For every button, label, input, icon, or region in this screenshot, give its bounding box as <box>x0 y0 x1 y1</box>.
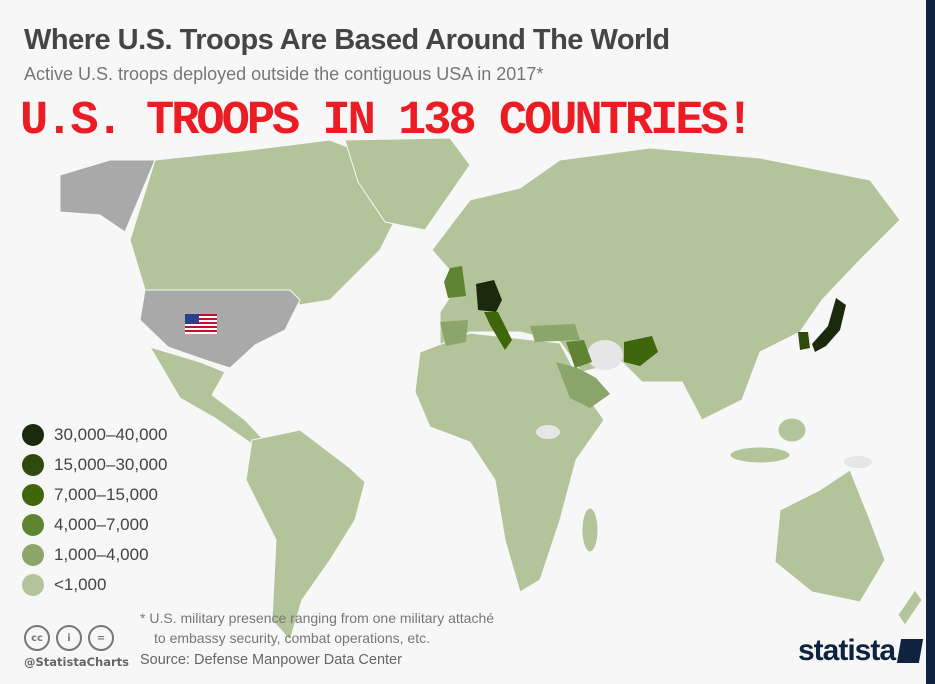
map-alaska <box>59 159 156 233</box>
map-italy <box>484 312 512 350</box>
map-saudi-arabia <box>556 362 610 408</box>
legend-swatch <box>22 484 44 506</box>
map-canada <box>129 139 411 306</box>
legend-swatch <box>22 544 44 566</box>
right-border <box>926 0 935 684</box>
us-flag-icon <box>185 314 217 334</box>
map-south-america <box>245 429 366 641</box>
source-text: Source: Defense Manpower Data Center <box>140 652 402 668</box>
map-eurasia <box>431 147 901 421</box>
legend-label: <1,000 <box>54 575 107 594</box>
map-uk <box>444 266 466 298</box>
legend-label: 4,000–7,000 <box>54 515 149 534</box>
legend-item: 15,000–30,000 <box>22 450 167 480</box>
map-iraq <box>566 340 592 368</box>
legend-item: 1,000–4,000 <box>22 540 167 570</box>
legend-label: 30,000–40,000 <box>54 425 168 444</box>
map-germany <box>476 280 502 312</box>
legend-item: 4,000–7,000 <box>22 510 167 540</box>
map-central-america <box>148 346 263 445</box>
map-turkey <box>530 324 580 342</box>
statista-logo: statista <box>798 634 924 668</box>
map-japan <box>812 298 846 352</box>
legend-swatch <box>22 514 44 536</box>
legend-item: 30,000–40,000 <box>22 420 167 450</box>
map-australia <box>774 469 886 603</box>
legend-item: 7,000–15,000 <box>22 480 167 510</box>
map-borneo <box>777 417 807 443</box>
map-contiguous-usa <box>139 289 301 369</box>
legend-swatch <box>22 424 44 446</box>
map-madagascar <box>581 507 599 553</box>
legend-swatch <box>22 574 44 596</box>
no-derivatives-icon[interactable]: = <box>88 625 114 651</box>
social-handle: @StatistaCharts <box>24 655 129 669</box>
legend-swatch <box>22 454 44 476</box>
footnote: * U.S. military presence ranging from on… <box>140 608 494 648</box>
chart-title: Where U.S. Troops Are Based Around The W… <box>24 24 670 56</box>
legend: 30,000–40,000 15,000–30,000 7,000–15,000… <box>22 420 167 600</box>
map-new-zealand <box>897 589 923 626</box>
map-afghanistan <box>624 336 658 366</box>
footnote-line: * U.S. military presence ranging from on… <box>140 610 495 626</box>
attribution-icon[interactable]: i <box>56 625 82 651</box>
statista-mark-icon <box>896 639 924 663</box>
map-iran <box>587 340 623 370</box>
overlay-caption: U.S. TROOPS IN 138 COUNTRIES! <box>20 95 754 148</box>
legend-label: 7,000–15,000 <box>54 485 158 504</box>
map-south-korea <box>798 332 810 350</box>
map-indonesia <box>729 446 791 464</box>
legend-item: <1,000 <box>22 570 167 600</box>
map-papua <box>844 456 872 468</box>
legend-label: 15,000–30,000 <box>54 455 168 474</box>
footnote-line: to embassy security, combat operations, … <box>154 630 430 646</box>
map-greenland <box>344 137 471 231</box>
license-icons[interactable]: cc i = <box>24 625 114 651</box>
creative-commons-icon[interactable]: cc <box>24 625 50 651</box>
map-africa <box>414 332 605 593</box>
brand-name: statista <box>798 634 896 667</box>
map-south-sudan <box>536 425 560 439</box>
legend-label: 1,000–4,000 <box>54 545 149 564</box>
map-spain <box>440 320 468 346</box>
chart-subtitle: Active U.S. troops deployed outside the … <box>24 64 544 84</box>
